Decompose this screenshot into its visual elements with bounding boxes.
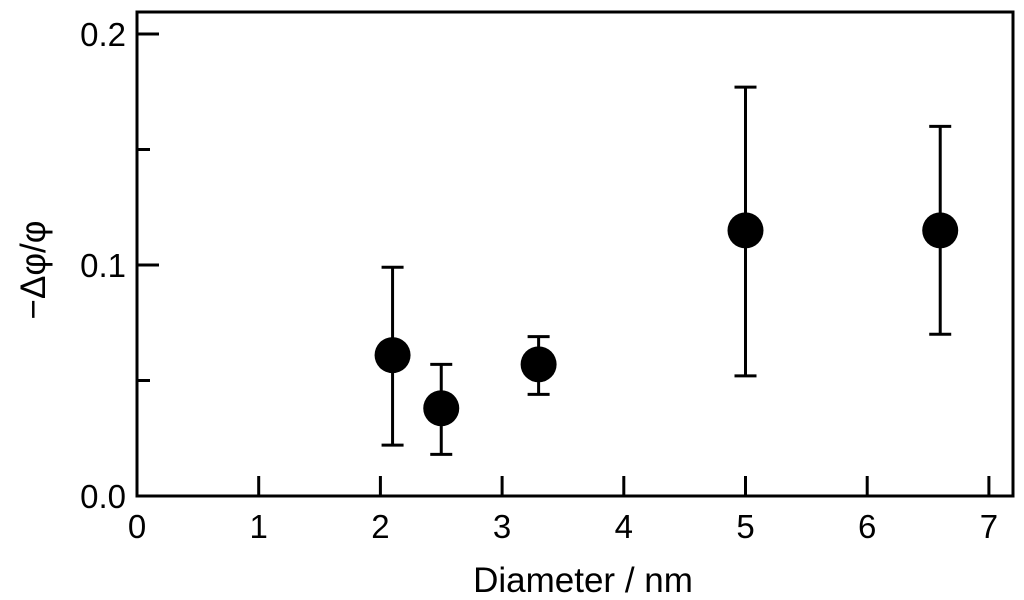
x-tick-label: 7 xyxy=(980,508,998,545)
plot-frame xyxy=(135,10,1015,498)
x-tick-label: 3 xyxy=(493,508,511,545)
y-tick-labels: 0.0 0.1 0.2 xyxy=(80,16,126,515)
data-point xyxy=(520,346,557,383)
y-axis-title: −Δφ/φ xyxy=(14,221,53,320)
data-point xyxy=(423,390,460,427)
x-tick-label: 0 xyxy=(128,508,146,545)
axis-ticks xyxy=(137,32,991,496)
x-tick-label: 2 xyxy=(371,508,389,545)
y-tick-label: 0.1 xyxy=(80,247,126,284)
x-tick-label: 5 xyxy=(736,508,754,545)
data-point xyxy=(727,212,764,249)
x-tick-labels: 0 1 2 3 4 5 6 7 xyxy=(128,508,998,545)
x-tick-label: 4 xyxy=(615,508,633,545)
error-bars xyxy=(381,85,952,456)
data-point xyxy=(922,212,959,249)
x-tick-label: 6 xyxy=(858,508,876,545)
y-tick-label: 0.0 xyxy=(80,478,126,515)
data-points xyxy=(374,212,959,427)
x-tick-label: 1 xyxy=(250,508,268,545)
x-axis-title: Diameter / nm xyxy=(473,561,693,600)
data-point xyxy=(374,337,411,374)
y-tick-label: 0.2 xyxy=(80,16,126,53)
